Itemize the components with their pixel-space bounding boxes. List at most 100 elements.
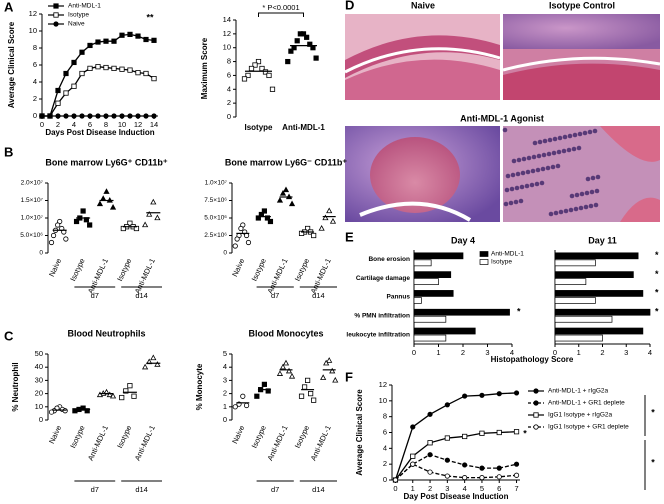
cell-nucleus xyxy=(569,193,575,199)
legend-label: Anti-MDL-1 + rIgG2a xyxy=(548,388,609,395)
cell-nucleus xyxy=(551,150,557,156)
marker xyxy=(323,359,330,366)
cell-nucleus xyxy=(513,199,519,205)
x-tick-label: 12 xyxy=(134,120,142,129)
marker xyxy=(63,113,69,119)
marker xyxy=(313,55,319,61)
y-axis-label: % Monocyte xyxy=(195,363,204,410)
y-tick-label: 1.0×10⁷ xyxy=(205,180,228,187)
y-tick-label: 4 xyxy=(383,443,387,452)
cell-nucleus xyxy=(556,149,562,155)
cell-nucleus xyxy=(588,203,594,209)
bar xyxy=(554,252,639,260)
x-tick-label: 2 xyxy=(600,348,604,357)
x-axis-label: Day Post Disease Induction xyxy=(404,492,509,501)
marker xyxy=(298,230,305,236)
image-isotype xyxy=(502,14,661,100)
marker xyxy=(322,214,329,221)
x-tick-label: Naive xyxy=(230,424,246,445)
y-tick-label: 1 xyxy=(223,402,227,411)
image-title: Anti-MDL-1 Agonist xyxy=(460,113,544,123)
marker xyxy=(255,215,261,221)
cell-nucleus xyxy=(505,173,511,179)
group-label: d14 xyxy=(312,485,325,494)
legend-marker xyxy=(53,3,59,9)
cell-nucleus xyxy=(567,133,573,139)
cell-nucleus xyxy=(529,182,535,188)
x-tick-label: 5 xyxy=(480,484,484,493)
cell-nucleus xyxy=(552,136,558,142)
cell-nucleus xyxy=(546,151,552,157)
series-line xyxy=(395,453,517,481)
marker xyxy=(55,222,61,228)
y-tick-label: 0 xyxy=(39,415,43,424)
cell-nucleus xyxy=(555,163,561,169)
y-tick-label: 12 xyxy=(223,29,231,38)
marker xyxy=(84,408,90,414)
cell-nucleus xyxy=(571,146,577,152)
panel-letter: C xyxy=(4,328,14,343)
marker xyxy=(266,72,272,79)
marker xyxy=(282,186,290,193)
annotation: * xyxy=(651,457,655,467)
bar xyxy=(554,259,596,267)
marker xyxy=(261,208,268,214)
cell-nucleus xyxy=(540,166,546,172)
y-tick-label: 0 xyxy=(223,415,227,424)
marker xyxy=(462,462,468,468)
y-tick-label: 10 xyxy=(29,26,37,35)
cell-nucleus xyxy=(558,209,564,215)
bar xyxy=(413,315,447,323)
category-label: Bone erosion xyxy=(368,256,410,263)
marker xyxy=(297,31,303,37)
marker xyxy=(462,393,468,399)
marker xyxy=(279,363,287,370)
marker xyxy=(332,376,339,383)
marker xyxy=(392,477,399,483)
marker xyxy=(326,357,333,363)
marker xyxy=(96,391,104,398)
infiltrate xyxy=(503,14,660,49)
marker xyxy=(444,473,450,479)
y-tick-label: 8 xyxy=(227,57,231,66)
marker xyxy=(127,220,133,226)
x-tick-label: 6 xyxy=(88,120,92,129)
y-tick-label: 5.0×10⁶ xyxy=(204,215,227,222)
y-tick-label: 10 xyxy=(379,396,387,405)
marker xyxy=(513,429,520,435)
marker xyxy=(513,461,520,467)
y-tick-label: 2 xyxy=(223,389,227,398)
marker xyxy=(123,388,129,394)
marker xyxy=(496,465,502,471)
marker xyxy=(444,402,450,408)
marker xyxy=(154,361,161,367)
marker xyxy=(245,239,252,246)
marker xyxy=(262,69,269,75)
significance: * xyxy=(655,269,659,279)
cell-nucleus xyxy=(553,210,559,216)
bar xyxy=(413,271,452,278)
image-naive xyxy=(344,14,501,100)
category-label: leukocyte infiltration xyxy=(346,331,410,338)
y-tick-label: 20 xyxy=(35,389,43,398)
panel-letter: E xyxy=(345,229,354,244)
y-tick-label: 10 xyxy=(35,402,43,411)
chart-title: Blood Neutrophils xyxy=(68,328,146,338)
bar xyxy=(413,297,422,304)
image-title: Naive xyxy=(411,0,435,10)
marker xyxy=(288,200,296,207)
x-tick-label: Naive xyxy=(230,257,246,278)
y-tick-label: 4 xyxy=(227,84,231,93)
x-tick-label: 2 xyxy=(461,348,465,357)
y-tick-label: 3 xyxy=(223,375,227,384)
cell-nucleus xyxy=(547,137,553,143)
cell-nucleus xyxy=(562,134,568,140)
marker xyxy=(62,408,68,414)
marker xyxy=(444,457,450,463)
x-tick-label: Isotype xyxy=(115,424,133,450)
y-tick-label: 4 xyxy=(223,362,227,371)
group-label: d14 xyxy=(135,485,148,494)
x-tick-label: 3 xyxy=(485,348,489,357)
legend-label: IgG1 Isotype + rIgG2a xyxy=(548,412,613,419)
x-tick-label: 14 xyxy=(150,120,158,129)
